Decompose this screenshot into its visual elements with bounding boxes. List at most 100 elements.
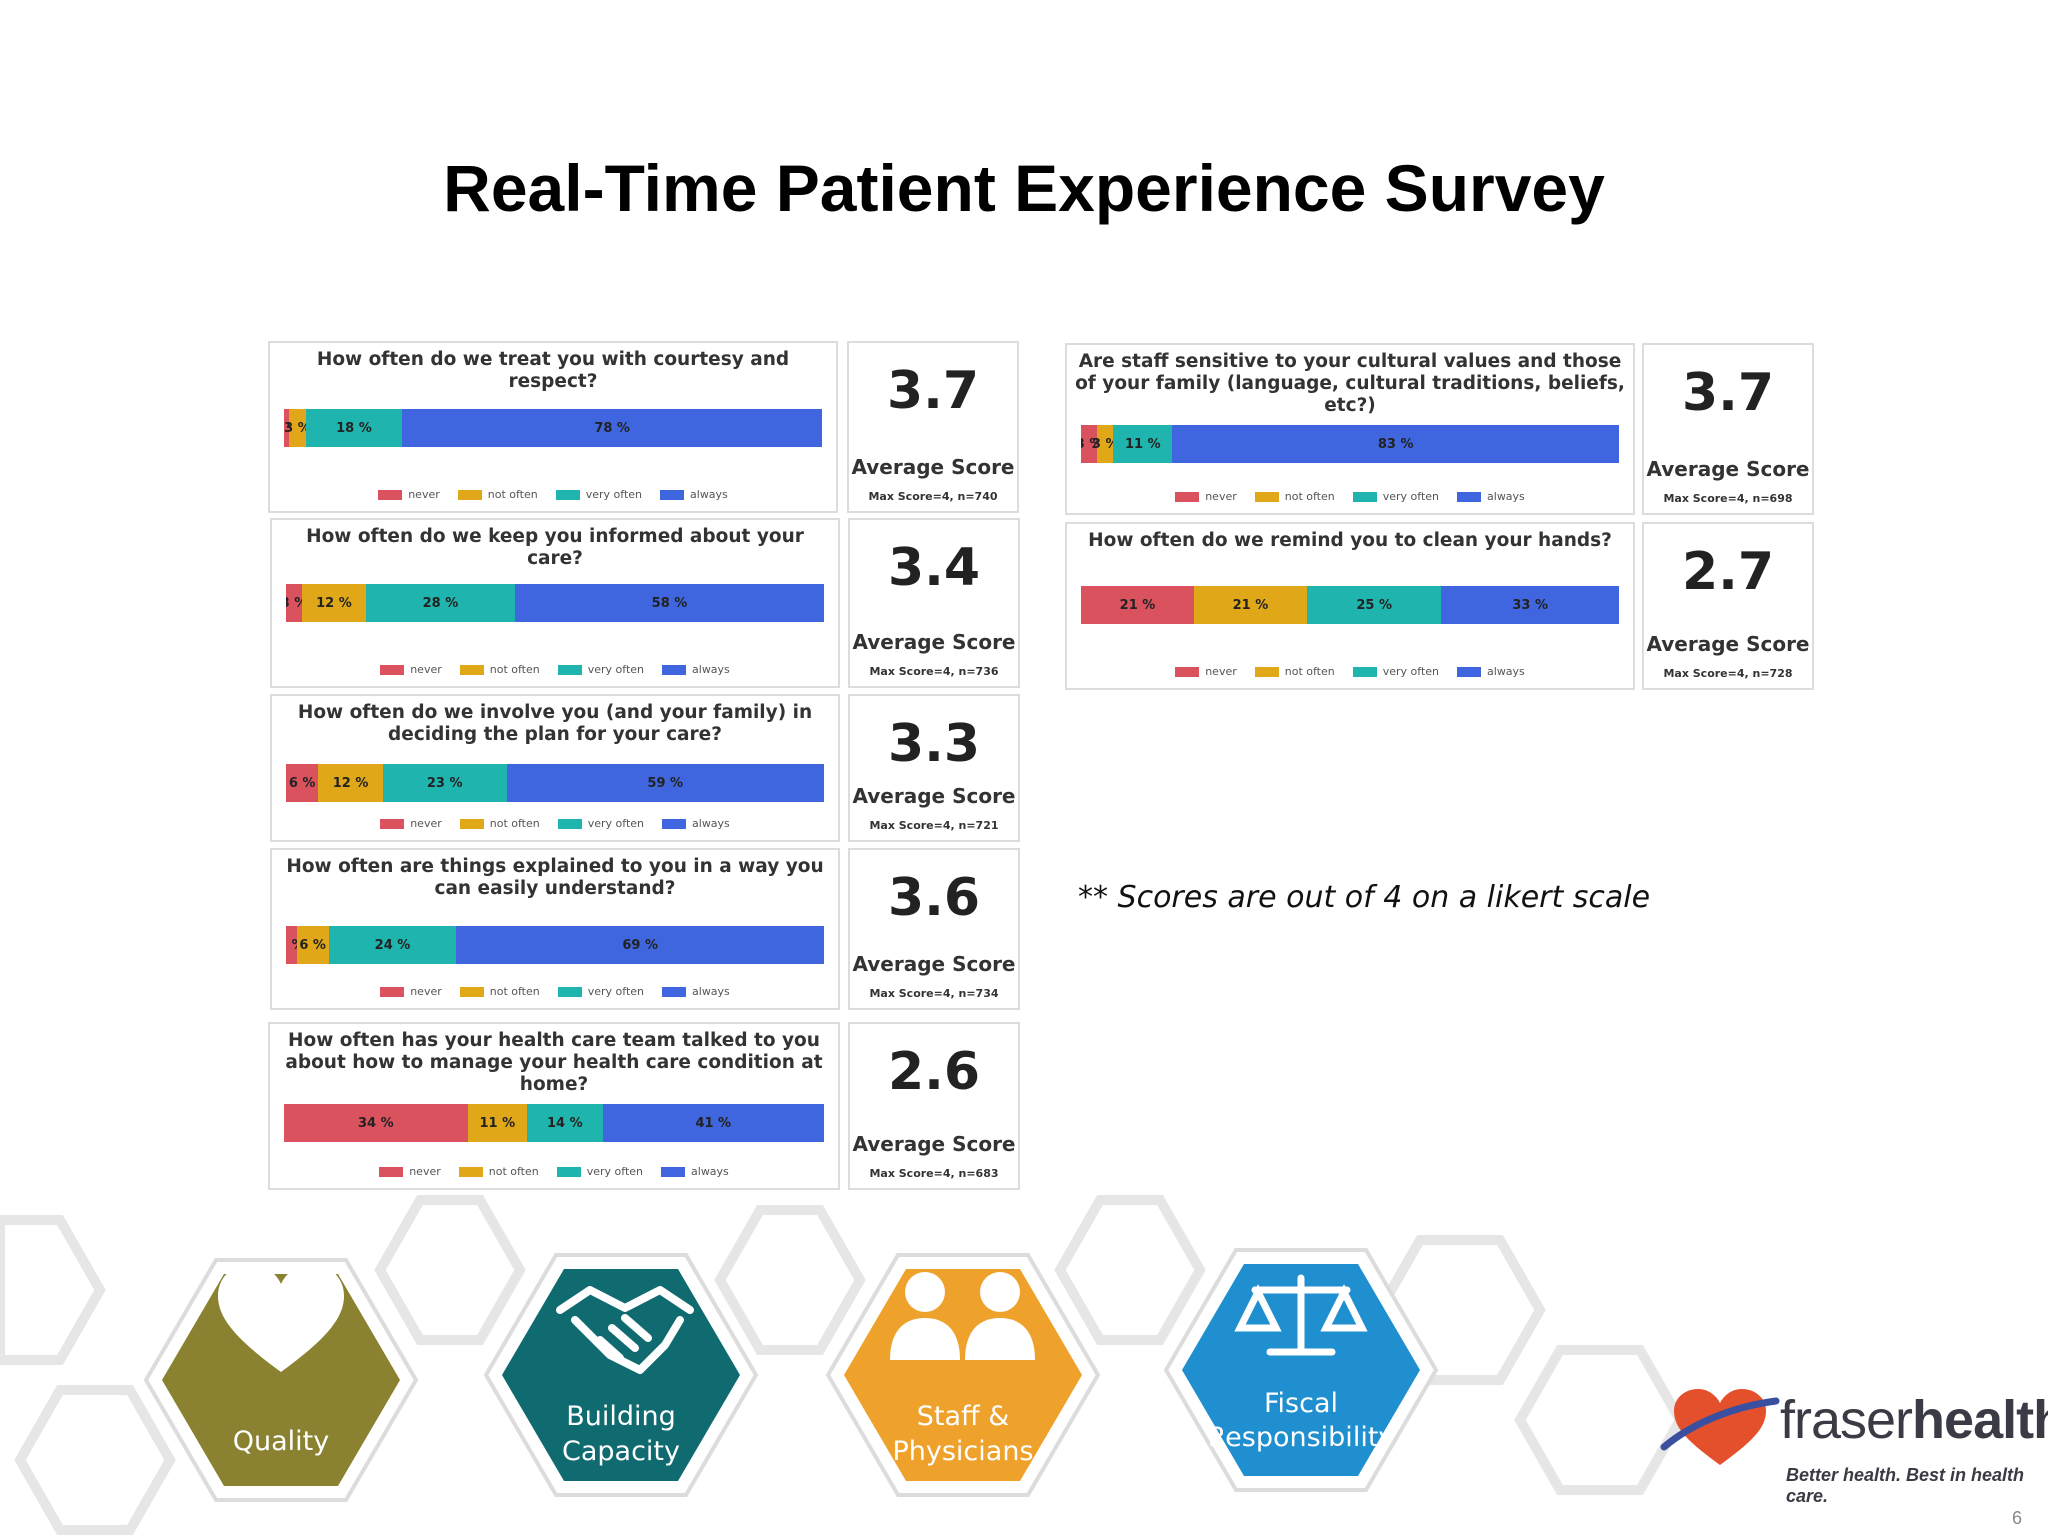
- data-label: 18 %: [336, 420, 372, 436]
- chart-legend: never not often very often always: [1067, 665, 1633, 678]
- slide-title: Real-Time Patient Experience Survey: [443, 151, 1605, 225]
- legend-item-not-often: not often: [459, 985, 540, 998]
- chart-legend: never not often very often always: [270, 488, 836, 501]
- legend-swatch: [379, 1166, 404, 1177]
- data-label: 34 %: [357, 1115, 394, 1131]
- pillar-label: Quality: [233, 1426, 329, 1457]
- legend-item-never: never: [379, 1165, 441, 1178]
- bar-segment-not-often: 11 %: [467, 1104, 527, 1142]
- data-label: 14 %: [546, 1115, 583, 1131]
- fraserhealth-logo: fraserhealth Better health. Best in heal…: [1660, 1385, 2048, 1506]
- pillar-label-line-1: Fiscal: [1264, 1388, 1338, 1419]
- data-label: 59 %: [647, 775, 684, 791]
- legend-item-always: always: [1457, 665, 1525, 678]
- chart-legend: never not often very often always: [272, 985, 838, 998]
- legend-swatch: [555, 489, 580, 500]
- legend-swatch: [1254, 666, 1279, 677]
- data-label: 3 %: [286, 595, 308, 611]
- average-score-value: 3.4: [887, 538, 981, 598]
- average-score-value: 2.6: [887, 1042, 981, 1102]
- legend-item-never: never: [378, 488, 440, 501]
- legend-label: not often: [1284, 665, 1335, 678]
- data-label: 24 %: [374, 937, 411, 953]
- legend-label: never: [1205, 490, 1237, 503]
- bar-segment-always: 78 %: [402, 409, 822, 447]
- legend-swatch: [459, 664, 484, 675]
- legend-label: very often: [1382, 490, 1440, 503]
- average-score-caption: Average Score: [1646, 457, 1810, 481]
- data-label: 78 %: [594, 420, 630, 436]
- score-panel: 3.3 Average Score Max Score=4, n=721: [848, 694, 1020, 842]
- question-panel: How often are things explained to you in…: [270, 848, 840, 1010]
- question-text: How often do we involve you (and your fa…: [297, 702, 813, 745]
- question-panel: How often do we keep you informed about …: [270, 518, 840, 688]
- legend-swatch: [662, 664, 687, 675]
- average-score-caption: Average Score: [1646, 632, 1810, 656]
- data-label: 25 %: [1356, 597, 1393, 613]
- legend-label: never: [410, 817, 442, 830]
- legend-swatch: [457, 489, 482, 500]
- background-hexagon-pattern: [0, 1195, 1686, 1535]
- legend-item-never: never: [380, 817, 442, 830]
- legend-item-never: never: [380, 985, 442, 998]
- pillar-staff-physicians: Staff & Physicians: [825, 1253, 1101, 1497]
- quality-hexagon: [162, 1274, 400, 1486]
- legend-item-very-often: very often: [557, 817, 645, 830]
- data-label: 21 %: [1119, 597, 1156, 613]
- legend-swatch: [557, 818, 582, 829]
- logo-wordmark: fraserhealth: [1780, 1389, 2048, 1451]
- legend-label: never: [408, 488, 440, 501]
- legend-swatch: [458, 1166, 483, 1177]
- max-score-note: Max Score=4, n=734: [869, 987, 999, 1000]
- legend-item-very-often: very often: [557, 985, 645, 998]
- bar-segment-very-often: 28 %: [365, 584, 516, 622]
- average-score-caption: Average Score: [852, 784, 1016, 808]
- legend-item-very-often: very often: [1352, 490, 1440, 503]
- data-label: 6 %: [299, 937, 326, 953]
- average-score-caption: Average Score: [852, 952, 1016, 976]
- question-panel: How often do we treat you with courtesy …: [268, 341, 838, 513]
- chart-legend: never not often very often always: [272, 817, 838, 830]
- legend-item-always: always: [662, 817, 730, 830]
- bar-segment-very-often: 11 %: [1113, 425, 1173, 463]
- legend-swatch: [1175, 491, 1200, 502]
- bar-segment-very-often: 18 %: [305, 409, 403, 447]
- question-text: How often are things explained to you in…: [286, 856, 824, 899]
- data-label: 58 %: [651, 595, 688, 611]
- legend-label: not often: [487, 488, 538, 501]
- stacked-bar: 21 % 21 % 25 % 33 %: [1081, 586, 1619, 624]
- pillar-label-line-2: Responsibility: [1208, 1422, 1395, 1453]
- legend-label: not often: [489, 817, 540, 830]
- max-score-note: Max Score=4, n=728: [1663, 667, 1793, 680]
- stacked-bar: 3 % 12 % 28 % 58 %: [286, 584, 824, 622]
- legend-label: not often: [488, 1165, 539, 1178]
- data-label: 12 %: [316, 595, 352, 611]
- bar-segment-very-often: 24 %: [328, 926, 457, 964]
- legend-item-very-often: very often: [1352, 665, 1440, 678]
- legend-label: always: [692, 663, 730, 676]
- stacked-bar: 2 %6 % 24 % 69 %: [286, 926, 824, 964]
- legend-label: not often: [489, 663, 540, 676]
- max-score-note: Max Score=4, n=683: [869, 1167, 999, 1180]
- legend-swatch: [380, 986, 405, 997]
- pillar-label-line-1: Staff &: [917, 1401, 1010, 1432]
- data-label: 11 %: [1125, 436, 1161, 452]
- legend-item-not-often: not often: [458, 1165, 539, 1178]
- bar-segment-always: 69 %: [456, 926, 824, 964]
- data-label: 3 %: [1091, 436, 1119, 452]
- legend-label: always: [1487, 490, 1525, 503]
- legend-label: always: [690, 488, 728, 501]
- legend-label: very often: [587, 817, 645, 830]
- pillar-quality: Quality: [143, 1258, 419, 1502]
- legend-label: very often: [585, 488, 643, 501]
- bar-segment-very-often: 14 %: [526, 1104, 603, 1142]
- legend-label: very often: [1382, 665, 1440, 678]
- heart-icon: [218, 1264, 344, 1372]
- bar-segment-not-often: 21 %: [1193, 586, 1307, 624]
- score-panel: 2.7 Average Score Max Score=4, n=728: [1642, 522, 1814, 690]
- legend-swatch: [459, 818, 484, 829]
- fiscal-responsibility-hexagon: [1182, 1264, 1420, 1476]
- legend-label: very often: [587, 985, 645, 998]
- bar-segment-not-often: 12 %: [318, 764, 383, 802]
- legend-swatch: [662, 986, 687, 997]
